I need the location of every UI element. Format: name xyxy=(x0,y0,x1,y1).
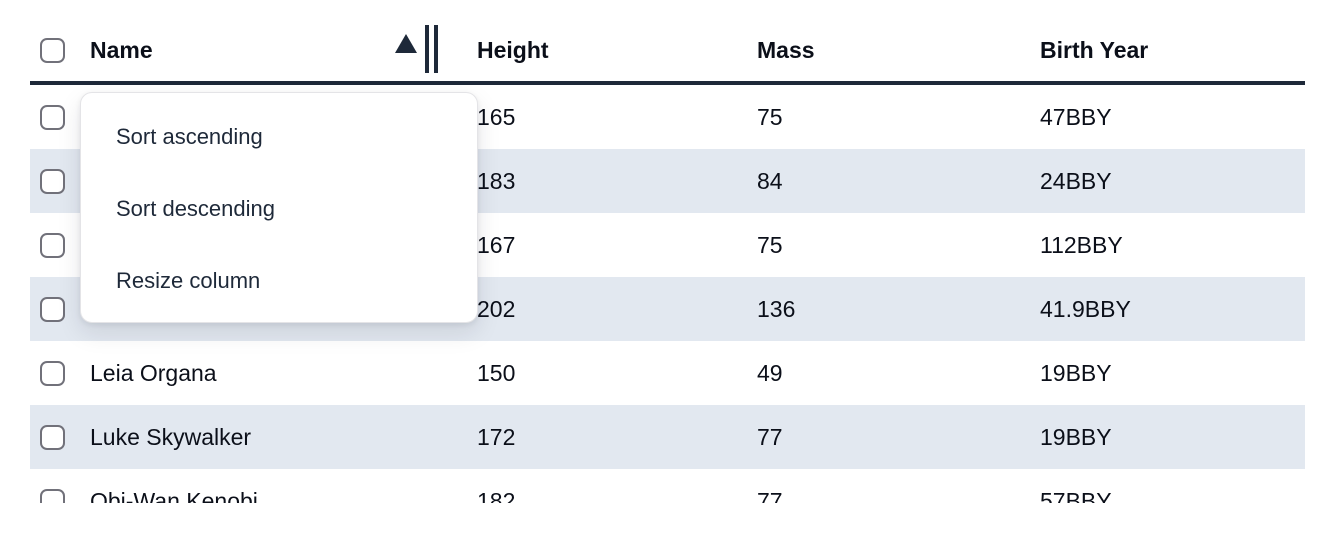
cell-height: 183 xyxy=(477,167,516,194)
resize-bar-left xyxy=(425,25,429,73)
row-checkbox[interactable] xyxy=(40,360,65,386)
row-select-cell xyxy=(30,168,80,194)
select-all-checkbox[interactable] xyxy=(40,38,65,63)
row-select-cell xyxy=(30,232,80,258)
cell-mass: 49 xyxy=(757,359,783,386)
cell-birth-year: 19BBY xyxy=(1040,423,1112,450)
cell-height: 165 xyxy=(477,103,516,130)
cell-birth-year: 19BBY xyxy=(1040,359,1112,386)
menu-item-resize-column[interactable]: Resize column xyxy=(116,268,261,293)
table-row[interactable]: Luke Skywalker 172 77 19BBY xyxy=(30,405,1305,469)
cell-mass: 77 xyxy=(757,423,783,450)
cell-height: 172 xyxy=(477,423,516,450)
cell-name: Luke Skywalker xyxy=(90,423,252,450)
row-checkbox[interactable] xyxy=(40,168,65,194)
row-checkbox[interactable] xyxy=(40,424,65,450)
cell-height: 167 xyxy=(477,231,516,258)
cell-mass: 136 xyxy=(757,295,796,322)
cell-mass: 84 xyxy=(757,167,783,194)
row-checkbox[interactable] xyxy=(40,488,65,503)
table-row[interactable]: Leia Organa 150 49 19BBY xyxy=(30,341,1305,405)
column-header-height[interactable]: Height xyxy=(477,37,549,63)
row-checkbox[interactable] xyxy=(40,104,65,130)
cell-birth-year: 112BBY xyxy=(1040,231,1123,258)
sort-ascending-indicator-icon xyxy=(395,34,417,53)
cell-birth-year: 41.9BBY xyxy=(1040,295,1131,322)
cell-birth-year: 57BBY xyxy=(1040,487,1112,504)
row-select-cell xyxy=(30,360,80,386)
menu-item-sort-ascending[interactable]: Sort ascending xyxy=(116,124,263,149)
table-header-row: Name Height Mass Birth Year xyxy=(30,0,1305,85)
cell-birth-year: 47BBY xyxy=(1040,103,1112,130)
row-select-cell xyxy=(30,296,80,322)
row-select-cell xyxy=(30,488,80,503)
column-context-menu: Sort ascending Sort descending Resize co… xyxy=(80,92,478,323)
column-header-name[interactable]: Name xyxy=(90,37,153,63)
cell-mass: 75 xyxy=(757,231,783,258)
row-select-cell xyxy=(30,424,80,450)
header-select-cell xyxy=(30,18,80,63)
column-header-mass[interactable]: Mass xyxy=(757,37,815,63)
column-header-birth-year[interactable]: Birth Year xyxy=(1040,37,1149,63)
cell-birth-year: 24BBY xyxy=(1040,167,1112,194)
cell-mass: 77 xyxy=(757,487,783,504)
menu-item-sort-descending[interactable]: Sort descending xyxy=(116,196,275,221)
cell-mass: 75 xyxy=(757,103,783,130)
column-resize-handle-icon[interactable] xyxy=(425,25,438,73)
cell-height: 182 xyxy=(477,487,516,504)
cell-name: Obi-Wan Kenobi xyxy=(90,487,258,504)
row-select-cell xyxy=(30,104,80,130)
cell-height: 202 xyxy=(477,295,516,322)
cell-name: Leia Organa xyxy=(90,359,217,386)
cell-height: 150 xyxy=(477,359,516,386)
row-checkbox[interactable] xyxy=(40,232,65,258)
table-row[interactable]: Obi-Wan Kenobi 182 77 57BBY xyxy=(30,469,1305,503)
row-checkbox[interactable] xyxy=(40,296,65,322)
resize-bar-right xyxy=(434,25,438,73)
